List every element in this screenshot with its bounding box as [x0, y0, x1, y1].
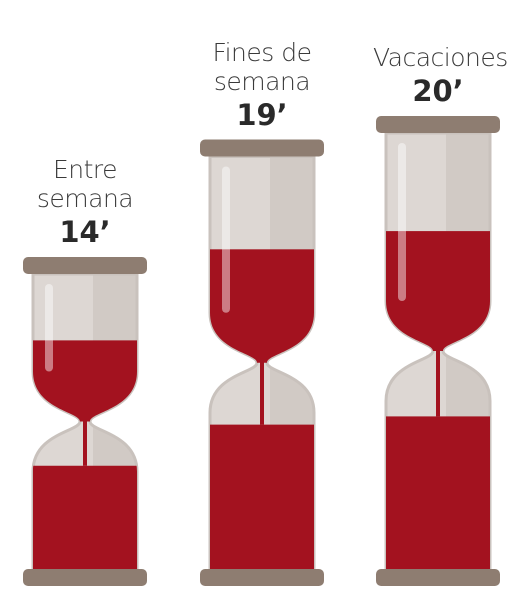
- cap-top: [23, 257, 147, 274]
- highlight: [398, 143, 406, 301]
- cap-bottom: [23, 569, 147, 586]
- sand-bottom: [386, 416, 490, 569]
- value-label: 14’: [59, 215, 111, 249]
- cap-top: [376, 116, 500, 133]
- sand-bottom: [210, 424, 314, 569]
- sand-stream: [436, 347, 440, 417]
- sand-bottom: [33, 465, 137, 569]
- sand-stream: [260, 358, 264, 425]
- hourglass: [200, 139, 324, 586]
- sand-stream: [83, 417, 87, 466]
- hourglass: [23, 257, 147, 586]
- value-label: 20’: [412, 74, 464, 108]
- cap-bottom: [376, 569, 500, 586]
- hourglass: [376, 116, 500, 586]
- sand-top: [210, 249, 314, 363]
- value-label: 19’: [236, 97, 288, 132]
- category-label: Entre semana: [36, 155, 134, 213]
- sand-top: [386, 231, 490, 351]
- category-label: Vacaciones: [373, 43, 508, 72]
- highlight: [222, 166, 230, 313]
- cap-top: [200, 139, 324, 157]
- category-label: Fines de semana: [212, 37, 312, 96]
- cap-bottom: [200, 569, 324, 586]
- highlight: [45, 284, 53, 372]
